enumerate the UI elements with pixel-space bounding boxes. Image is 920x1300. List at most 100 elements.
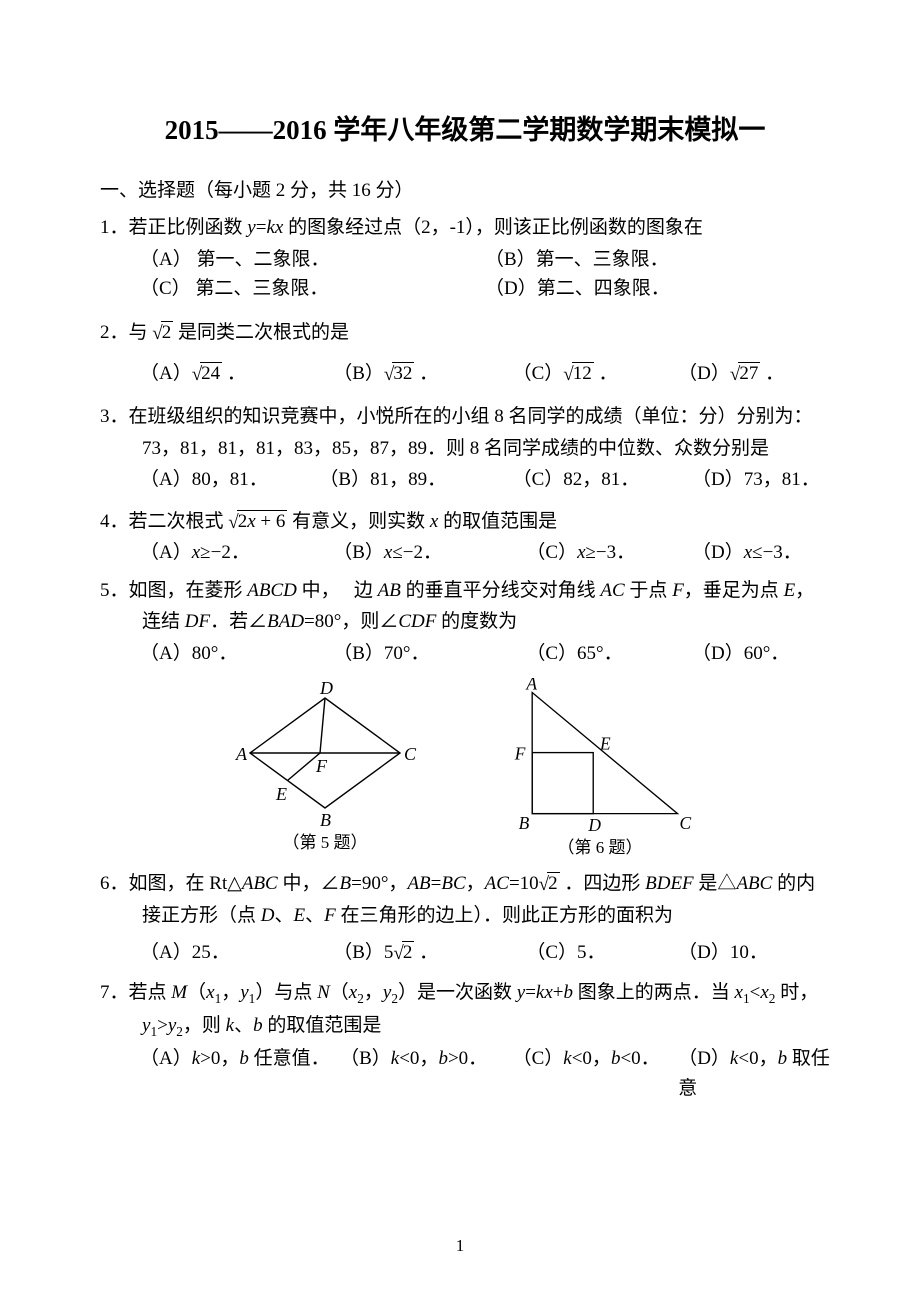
sqrt-icon: 27 (730, 359, 760, 388)
q2-number: 2． (100, 322, 129, 343)
q2-d-pre: （D） (678, 363, 730, 384)
q5-options: （A）80°． （B）70°． （C）65°． （D）60°． (140, 639, 830, 668)
figure-q5: A B C D E F （第 5 题） (230, 678, 420, 861)
q6-number: 6． (100, 873, 129, 894)
q2-opt-b: （B）32 ． (333, 359, 512, 388)
q6-b-sqrt: 2 (402, 941, 415, 963)
page-title: 2015——2016 学年八年级第二学期数学期末模拟一 (100, 110, 830, 152)
q2-opt-c: （C） 12 ． (513, 359, 679, 388)
label-E: E (275, 784, 287, 804)
q2-d-post: ． (760, 363, 784, 384)
question-6: 6．如图，在 Rt△ABC 中，∠B=90°，AB=BC，AC=102 ．四边形… (100, 869, 830, 967)
question-2: 2．与 2 是同类二次根式的是 （A）24 ． （B）32 ． （C） 12 ． … (100, 318, 830, 389)
q7-stem-l2: y1>y2，则 k、b 的取值范围是 (142, 1011, 830, 1042)
sqrt-icon: 2 (393, 938, 414, 967)
q3-opt-d: （D）73，81． (692, 465, 830, 494)
q5-stem-l2: 连结 DF．若∠BAD=80°，则∠CDF 的度数为 (142, 607, 830, 636)
q5-stem-l1: 5．如图，在菱形 ABCD 中， 边 AB 的垂直平分线交对角线 AC 于点 F… (100, 576, 830, 605)
q6-opt-a: （A）25． (140, 938, 333, 967)
q4-post: 有意义，则实数 x 的取值范围是 (292, 511, 557, 532)
q7-opt-d: （D）k<0，b 取任意 (678, 1044, 830, 1103)
figure-q5-caption: （第 5 题） (230, 830, 420, 856)
q2-opt-d: （D） 27 ． (678, 359, 830, 388)
q4-number: 4． (100, 511, 129, 532)
q3-number: 3． (100, 406, 129, 427)
q4-pre: 若二次根式 (129, 511, 224, 532)
q2-a-pre: （A） (140, 363, 192, 384)
q6-opt-c: （C）5． (526, 938, 678, 967)
question-3: 3．在班级组织的知识竞赛中，小悦所在的小组 8 名同学的成绩（单位：分）分别为：… (100, 402, 830, 494)
q1-stem: 1．若正比例函数 y=kx 的图象经过点（2，-1），则该正比例函数的图象在 (100, 213, 830, 242)
q4-opt-b: （B）x≤−2． (333, 538, 526, 567)
q1-text: 若正比例函数 y=kx 的图象经过点（2，-1），则该正比例函数的图象在 (129, 217, 703, 238)
figures-row: A B C D E F （第 5 题） A B C (100, 678, 830, 861)
q5-l1: 如图，在菱形 ABCD 中， 边 AB 的垂直平分线交对角线 AC 于点 F，垂… (129, 580, 815, 601)
q2-c-pre: （C） (513, 363, 564, 384)
exam-page: 2015——2016 学年八年级第二学期数学期末模拟一 一、选择题（每小题 2 … (0, 0, 920, 1149)
q2-c-post: ． (594, 363, 618, 384)
label-B: B (320, 810, 331, 828)
q4-opt-c: （C）x≥−3． (526, 538, 692, 567)
q7-number: 7． (100, 982, 129, 1003)
q1-opt-b: （B）第一、三象限． (485, 245, 830, 274)
label-A: A (525, 678, 537, 694)
question-5: 5．如图，在菱形 ABCD 中， 边 AB 的垂直平分线交对角线 AC 于点 F… (100, 576, 830, 668)
q6-b-pre: （B）5 (333, 942, 393, 963)
q6-b-post: ． (414, 942, 438, 963)
q2-c-sqrt: 12 (572, 362, 594, 384)
sqrt-icon: 2 (152, 318, 173, 347)
q5-opt-d: （D）60°． (692, 639, 830, 668)
q1-opt-d: （D）第二、四象限． (485, 274, 830, 303)
q3-opt-c: （C）82，81． (513, 465, 692, 494)
q3-options: （A）80，81． （B）81，89． （C）82，81． （D）73，81． (140, 465, 830, 494)
q4-opt-a: （A）x≥−2． (140, 538, 333, 567)
q1-options: （A） 第一、二象限． （B）第一、三象限． （C） 第二、三象限． （D）第二… (140, 245, 830, 304)
q5-opt-c: （C）65°． (526, 639, 692, 668)
question-4: 4．若二次根式 2x + 6 有意义，则实数 x 的取值范围是 （A）x≥−2．… (100, 507, 830, 568)
q6-stem-l2: 接正方形（点 D、E、F 在三角形的边上）．则此正方形的面积为 (142, 901, 830, 930)
q6-sqrt: 2 (547, 872, 560, 894)
q5-opt-b: （B）70°． (333, 639, 526, 668)
q7-options: （A）k>0，b 任意值． （B）k<0，b>0． （C）k<0，b<0． （D… (140, 1044, 830, 1103)
q7-opt-c: （C）k<0，b<0． (513, 1044, 679, 1103)
q3-l1: 在班级组织的知识竞赛中，小悦所在的小组 8 名同学的成绩（单位：分）分别为： (129, 406, 813, 427)
q3-stem-l1: 3．在班级组织的知识竞赛中，小悦所在的小组 8 名同学的成绩（单位：分）分别为： (100, 402, 830, 431)
q3-stem-l2: 73，81，81，81，83，85，87，89．则 8 名同学成绩的中位数、众数… (142, 434, 830, 463)
q2-d-sqrt: 27 (738, 362, 760, 384)
label-D: D (319, 678, 333, 698)
q1-opt-c: （C） 第二、三象限． (140, 274, 485, 303)
sqrt-icon: 32 (384, 359, 414, 388)
q2-options: （A）24 ． （B）32 ． （C） 12 ． （D） 27 ． (140, 359, 830, 388)
label-F: F (315, 756, 328, 776)
label-B: B (519, 813, 530, 833)
q7-opt-a: （A）k>0，b 任意值． (140, 1044, 340, 1103)
right-triangle-diagram-icon: A B C D E F (500, 678, 700, 833)
sqrt-icon: 24 (192, 359, 222, 388)
q4-stem: 4．若二次根式 2x + 6 有意义，则实数 x 的取值范围是 (100, 507, 830, 536)
q5-number: 5． (100, 580, 129, 601)
label-C: C (679, 813, 691, 833)
q7-opt-b: （B）k<0，b>0． (340, 1044, 513, 1103)
q2-pre: 与 (129, 322, 148, 343)
q2-post: 是同类二次根式的是 (178, 322, 349, 343)
page-number: 1 (0, 1236, 920, 1256)
figure-q6-caption: （第 6 题） (500, 835, 700, 861)
q2-b-post: ． (414, 363, 438, 384)
q1-opt-a: （A） 第一、二象限． (140, 245, 485, 274)
q1-number: 1． (100, 217, 129, 238)
q4-options: （A）x≥−2． （B）x≤−2． （C）x≥−3． （D）x≤−3． (140, 538, 830, 567)
sqrt-icon: 2 (539, 869, 560, 898)
label-E: E (599, 734, 611, 754)
q4-sqrt: 2x + 6 (237, 510, 288, 532)
label-A: A (235, 744, 248, 764)
q5-opt-a: （A）80°． (140, 639, 333, 668)
rhombus-diagram-icon: A B C D E F (230, 678, 420, 828)
q7-l1: 若点 M（x1，y1）与点 N（x2，y2）是一次函数 y=kx+b 图象上的两… (129, 982, 819, 1003)
section-1-heading: 一、选择题（每小题 2 分，共 16 分） (100, 176, 830, 205)
q2-b-pre: （B） (333, 363, 384, 384)
q4-opt-d: （D）x≤−3． (692, 538, 830, 567)
q3-opt-a: （A）80，81． (140, 465, 319, 494)
q6-opt-d: （D）10． (678, 938, 830, 967)
question-7: 7．若点 M（x1，y1）与点 N（x2，y2）是一次函数 y=kx+b 图象上… (100, 978, 830, 1104)
sqrt-icon: 2x + 6 (228, 507, 287, 536)
